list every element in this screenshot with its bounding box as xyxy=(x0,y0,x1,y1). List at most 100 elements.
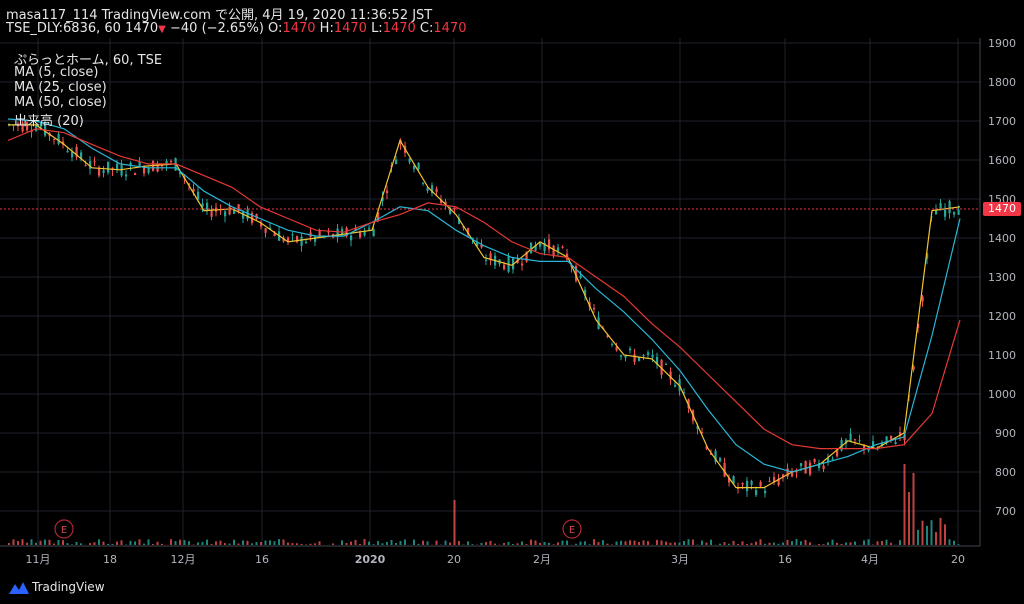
candle-body xyxy=(350,235,353,241)
candle-body xyxy=(755,490,758,496)
last-price: 1470 xyxy=(125,21,159,36)
candle-body xyxy=(714,450,717,462)
candle-body xyxy=(786,468,789,477)
volume-bar xyxy=(30,539,33,545)
volume-bar xyxy=(251,543,253,545)
tradingview-brand[interactable]: TradingView xyxy=(32,580,105,594)
x-tick-label: 2020 xyxy=(355,553,386,566)
candle-body xyxy=(476,242,479,247)
volume-bar xyxy=(633,540,636,545)
volume-bar xyxy=(278,539,280,545)
candle-body xyxy=(831,458,834,460)
candle-body xyxy=(125,174,128,177)
candle-body xyxy=(809,462,812,475)
y-tick-label: 1800 xyxy=(988,76,1016,89)
volume-bar xyxy=(197,542,199,545)
candle-body xyxy=(273,233,276,237)
volume-bar xyxy=(260,542,262,545)
candle-body xyxy=(867,448,870,451)
volume-bar xyxy=(485,542,487,545)
volume-bar xyxy=(48,539,51,545)
volume-bar xyxy=(728,543,730,545)
candle-body xyxy=(948,201,951,214)
candle-body xyxy=(858,440,861,442)
candle-body xyxy=(732,476,735,484)
price-chart[interactable]: 7008009001000110012001300140015001600170… xyxy=(0,38,1024,574)
volume-bar xyxy=(831,539,834,545)
volume-bar xyxy=(827,542,829,545)
candle-body xyxy=(426,187,429,191)
candle-body xyxy=(44,122,47,136)
volume-bar xyxy=(687,539,690,545)
volume-bar xyxy=(183,540,186,545)
volume-bar xyxy=(597,541,600,545)
candle-body xyxy=(854,439,857,441)
candle-body xyxy=(503,264,506,270)
candle-body xyxy=(152,161,155,172)
candle-body xyxy=(836,448,839,457)
volume-bar xyxy=(129,540,132,545)
earnings-marker[interactable] xyxy=(54,519,74,539)
volume-bar xyxy=(62,540,64,545)
candle-body xyxy=(944,207,947,217)
candle-body xyxy=(894,442,897,444)
x-tick-label: 20 xyxy=(447,553,461,566)
volume-bar xyxy=(363,539,366,545)
low-label: L: xyxy=(371,21,383,36)
candle-body xyxy=(314,236,317,242)
candle-body xyxy=(696,425,699,429)
volume-bar xyxy=(264,540,267,545)
candle-body xyxy=(489,253,492,261)
volume-bar xyxy=(53,543,55,545)
volume-bar xyxy=(66,543,69,545)
candle-body xyxy=(633,354,636,362)
close-value: 1470 xyxy=(433,21,467,36)
volume-bar xyxy=(435,540,438,545)
volume-bar xyxy=(341,540,343,545)
candle-body xyxy=(584,289,587,296)
volume-bar xyxy=(615,541,618,545)
candle-body xyxy=(192,188,195,192)
candle-body xyxy=(885,436,888,442)
publish-line: masa117_114 TradingView.com で公開, 4月 19, … xyxy=(6,8,433,23)
tradingview-logo-icon[interactable] xyxy=(8,580,30,596)
volume-bar xyxy=(399,541,402,545)
candle-body xyxy=(552,245,555,257)
candle-body xyxy=(26,122,29,131)
volume-bar xyxy=(921,520,924,545)
volume-bar xyxy=(669,542,672,545)
volume-bar xyxy=(494,543,496,545)
volume-bar xyxy=(948,539,951,545)
candle-body xyxy=(246,209,249,219)
candle-body xyxy=(21,122,24,132)
y-tick-label: 800 xyxy=(995,466,1016,479)
volume-bar xyxy=(557,542,559,545)
volume-bar xyxy=(75,541,78,545)
candle-body xyxy=(606,335,609,337)
candle-body xyxy=(377,212,380,221)
x-tick-label: 12月 xyxy=(171,553,196,566)
candle-body xyxy=(642,355,645,357)
symbol-label: TSE_DLY:6836, 60 xyxy=(6,21,121,36)
candle-body xyxy=(926,253,929,259)
volume-bar xyxy=(426,541,429,545)
volume-bar xyxy=(885,539,888,545)
volume-bar xyxy=(624,541,627,545)
volume-bar xyxy=(372,544,375,545)
earnings-marker[interactable] xyxy=(562,519,582,539)
volume-bar xyxy=(818,544,820,545)
candle-body xyxy=(579,275,582,279)
volume-bar xyxy=(287,542,289,545)
high-label: H: xyxy=(319,21,334,36)
candle-body xyxy=(912,366,915,370)
volume-bar xyxy=(368,541,370,545)
y-tick-label: 1600 xyxy=(988,154,1016,167)
candle-body xyxy=(435,188,438,192)
y-tick-label: 1400 xyxy=(988,232,1016,245)
volume-bar xyxy=(170,539,172,545)
candle-body xyxy=(822,465,825,470)
y-tick-label: 1700 xyxy=(988,115,1016,128)
volume-bar xyxy=(102,541,105,545)
candle-body xyxy=(62,141,65,145)
volume-bar xyxy=(867,539,870,545)
